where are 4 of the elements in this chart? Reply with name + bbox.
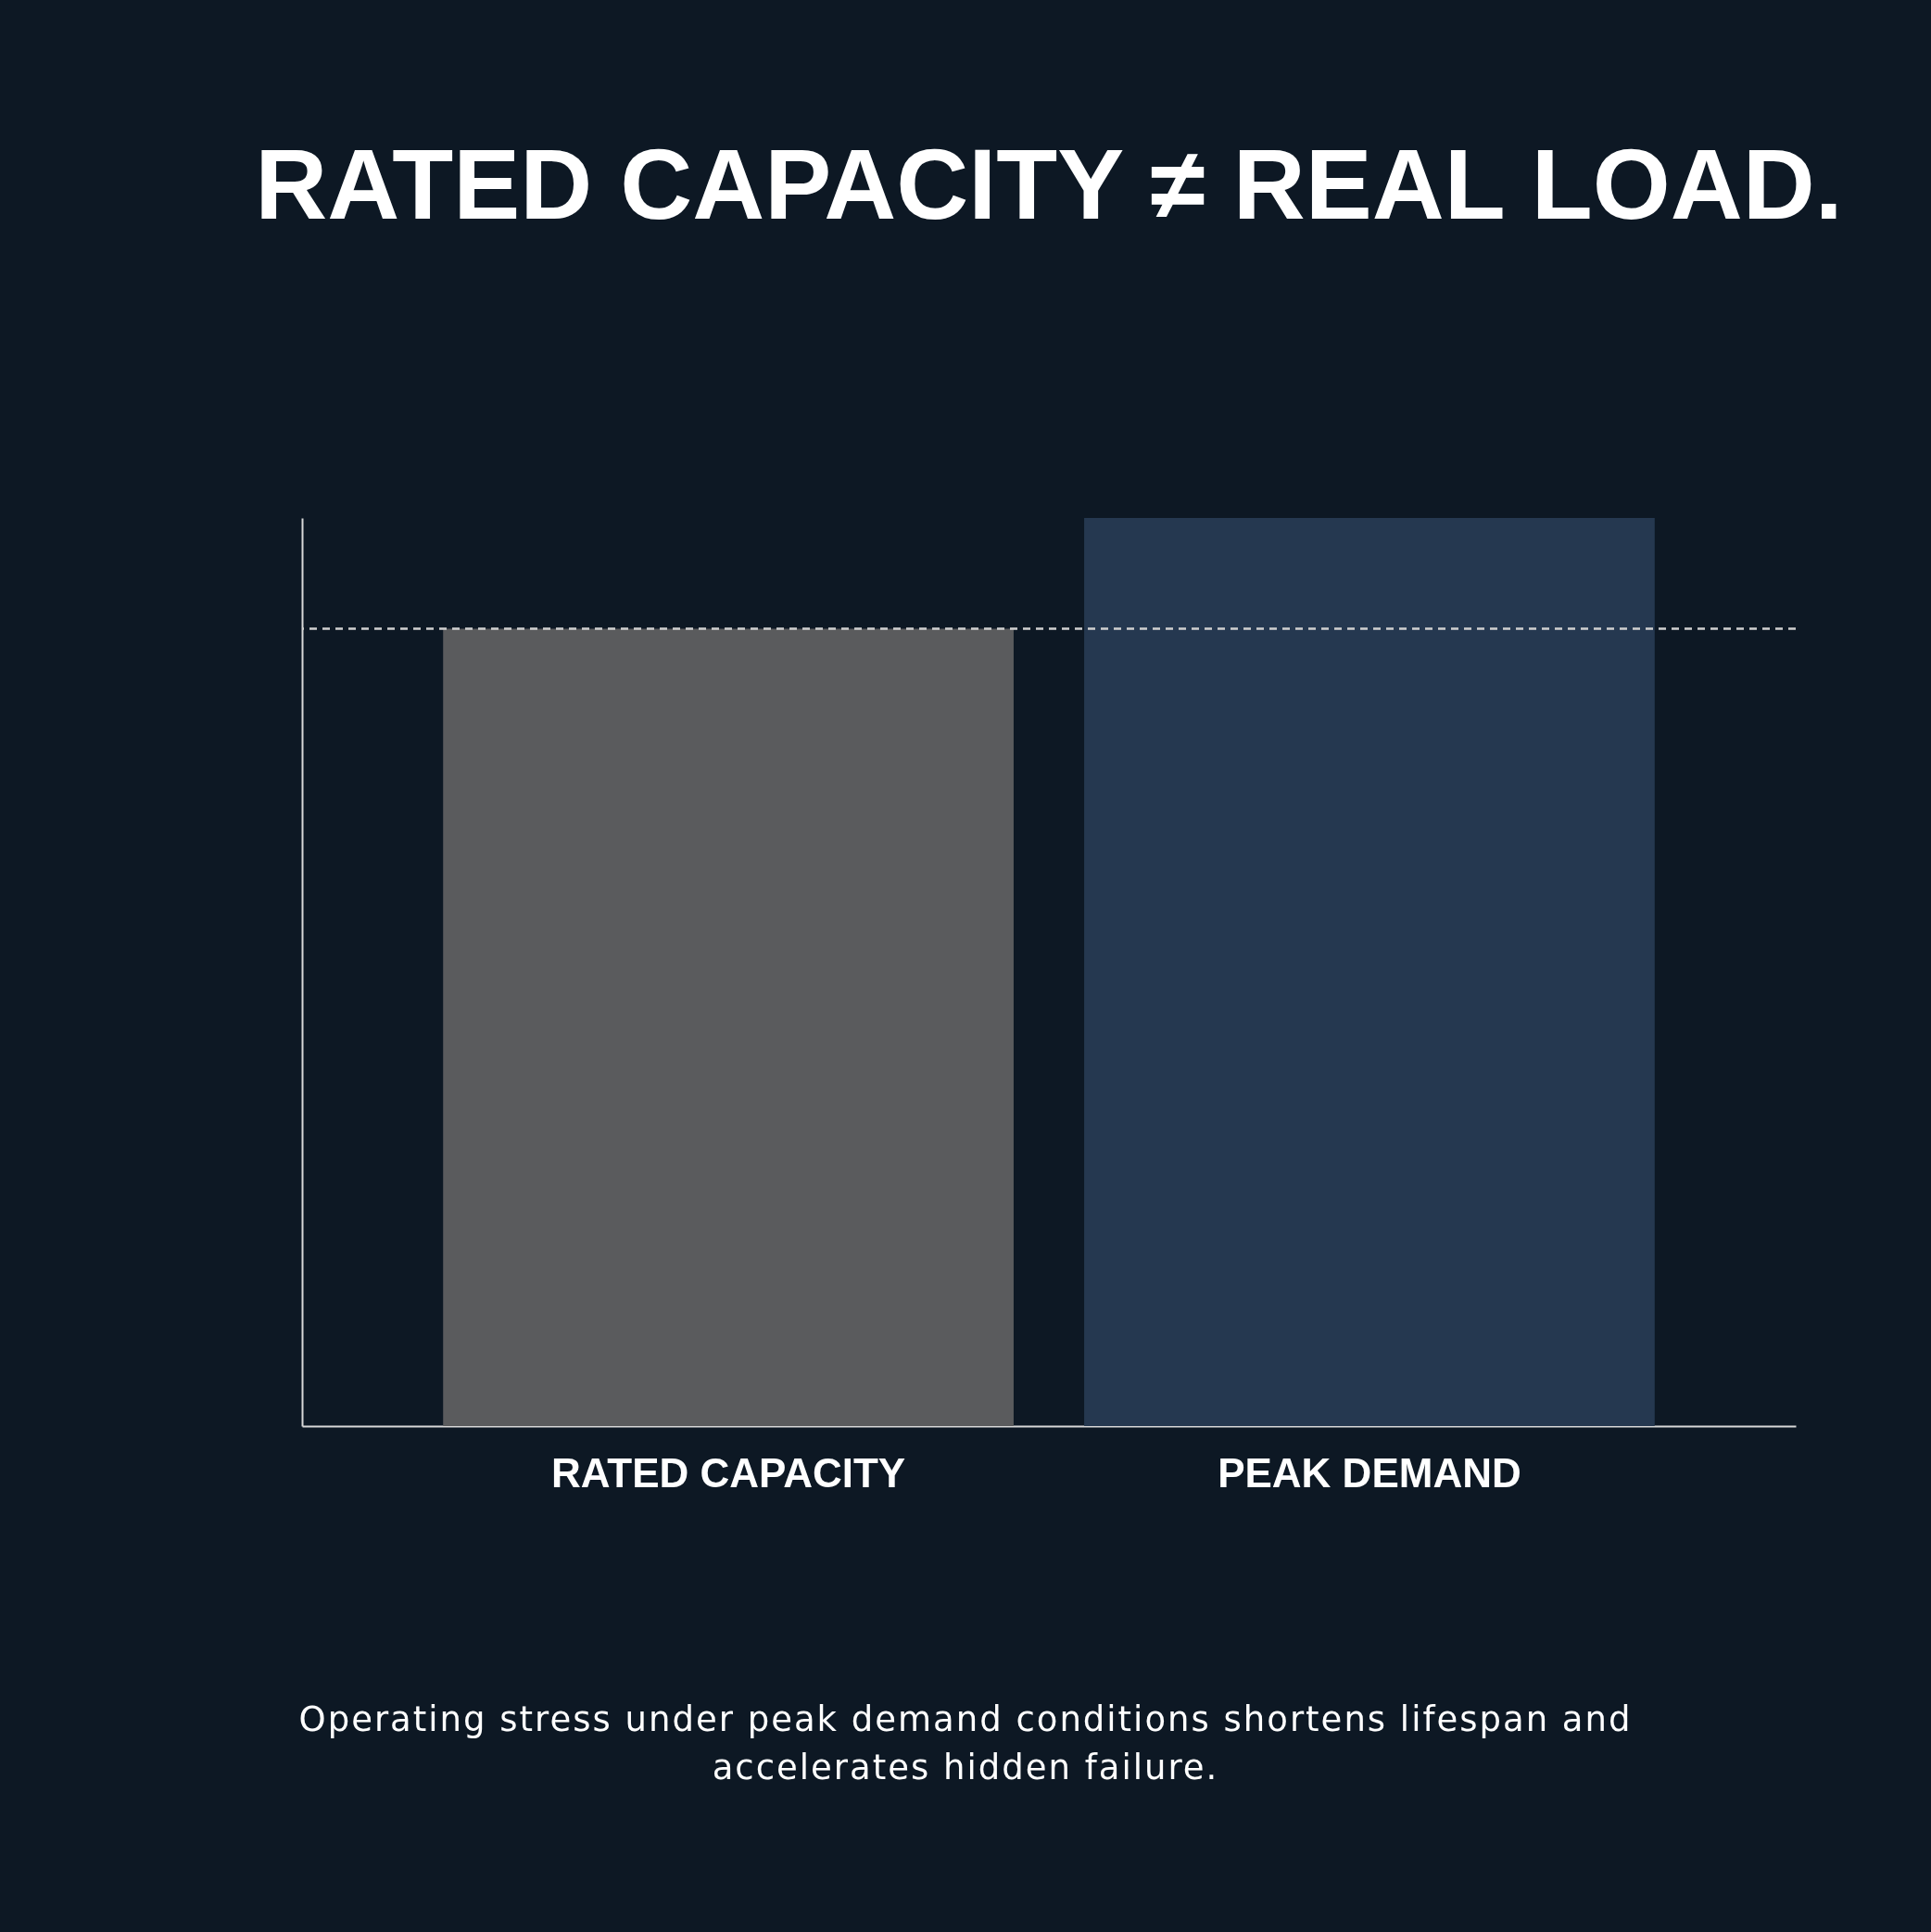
x-tick-label: RATED CAPACITY xyxy=(551,1449,906,1496)
x-tick-label: PEAK DEMAND xyxy=(1218,1449,1521,1496)
chart-title: RATED CAPACITY ≠ REAL LOAD. xyxy=(255,128,1843,240)
text: Operating stress under peak demand conditions shortens lifespan and accelerates hidden failure. xyxy=(297,1698,1634,1789)
